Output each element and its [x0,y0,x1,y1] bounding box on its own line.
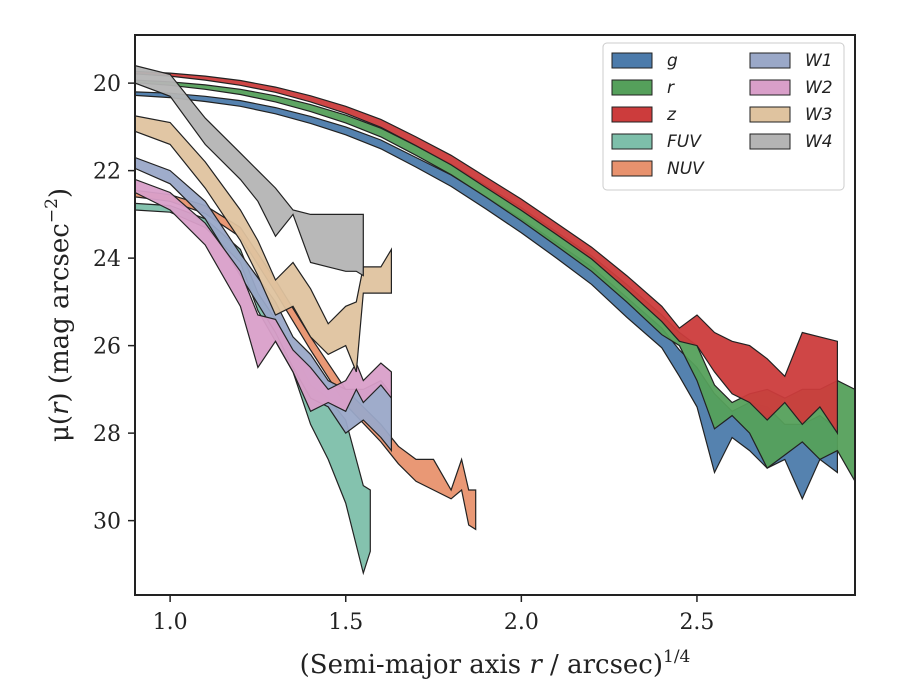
legend-swatch-z [611,106,653,123]
band-z [135,70,838,436]
legend-label-g: g [667,51,678,71]
plot-frame [134,34,856,596]
legend-label-r: r [667,78,675,98]
legend-swatch-nuv [611,160,653,177]
legend-swatch-g [611,52,653,69]
y-tick-label: 26 [93,335,121,360]
y-tick-label: 24 [93,247,121,272]
legend-swatch-w1 [749,52,791,69]
legend-swatch-w2 [749,79,791,96]
legend-swatch-fuv [611,133,653,150]
legend-swatch-r [611,79,653,96]
legend-label-w3: W3 [805,105,833,125]
band-w4 [135,64,364,277]
y-tick-label: 30 [93,510,121,535]
axis-ticks: 1.0 1.5 2.0 2.5 20 22 24 26 28 30 [93,72,714,635]
legend-swatch-w4 [749,133,791,150]
x-axis-title: (Semi-major axis r / arcsec)1/4 [300,647,691,680]
x-tick-label: 1.0 [153,610,188,635]
x-tick-label: 2.5 [679,610,714,635]
legend-items: grz FUV NUV W1 W2 W3 W4 [611,51,833,179]
y-axis-title: μ(r) (mag arcsec−2) [42,188,75,442]
legend: grz FUV NUV W1 W2 W3 W4 [602,42,845,191]
y-tick-label: 28 [93,422,121,447]
legend-label-fuv: FUV [667,132,702,152]
legend-label-z: z [666,105,677,125]
legend-label-w2: W2 [805,78,833,98]
legend-label-nuv: NUV [667,159,705,179]
legend-label-w1: W1 [805,51,833,71]
y-tick-label: 20 [93,72,121,97]
x-tick-label: 2.0 [504,610,539,635]
x-tick-label: 1.5 [328,610,363,635]
band-layer [135,64,855,576]
legend-label-w4: W4 [805,132,833,152]
legend-swatch-w3 [749,106,791,123]
y-tick-label: 22 [93,160,121,185]
band-w2 [135,178,392,413]
band-w3 [135,115,392,373]
